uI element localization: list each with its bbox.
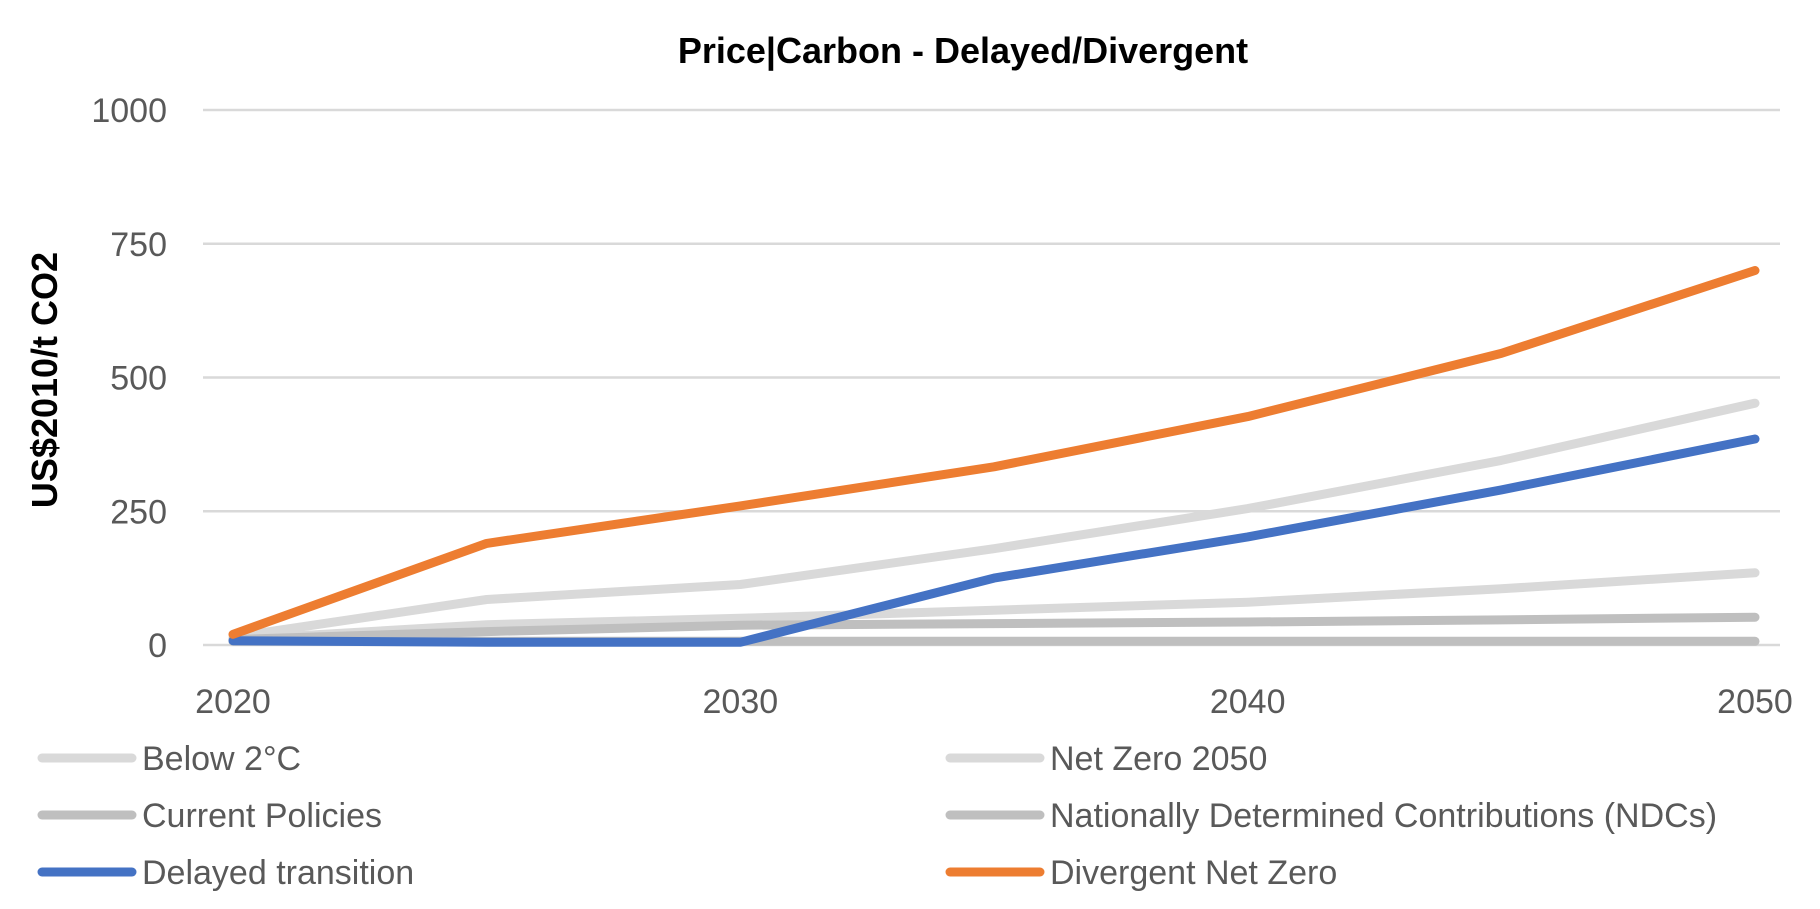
legend-label: Delayed transition [142,854,414,892]
y-tick-label: 250 [110,493,167,531]
chart-title: Price|Carbon - Delayed/Divergent [678,30,1248,72]
legend-label: Below 2°C [142,740,301,778]
series-line [228,434,1760,647]
series-line [228,398,1760,642]
series-lines [228,266,1760,647]
y-tick-label: 1000 [91,92,167,130]
y-tick-labels: 0 250 500 750 1000 [91,92,167,665]
legend-label: Current Policies [142,797,382,835]
x-tick-label: 2030 [703,683,779,721]
series-line [228,266,1760,639]
legend-label: Nationally Determined Contributions (NDC… [1050,797,1717,835]
y-tick-label: 500 [110,360,167,398]
y-tick-label: 0 [148,627,167,665]
series-line [228,612,1760,645]
x-tick-labels: 2020 2030 2040 2050 [195,683,1793,721]
series-line [228,568,1760,645]
y-axis-label: US$2010/t CO2 [24,252,65,508]
legend-label: Net Zero 2050 [1050,740,1267,778]
legend-label: Divergent Net Zero [1050,854,1337,892]
x-tick-label: 2050 [1717,683,1793,721]
x-tick-label: 2040 [1210,683,1286,721]
x-tick-label: 2020 [195,683,271,721]
y-tick-label: 750 [110,226,167,264]
legend: Below 2°C Net Zero 2050 Current Policies Na… [37,740,1717,892]
